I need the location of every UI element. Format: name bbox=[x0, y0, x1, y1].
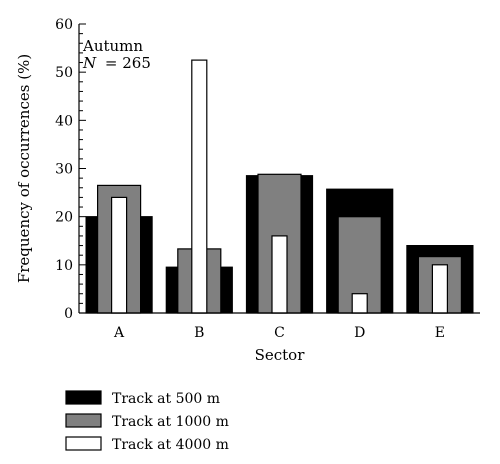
bar-a-series-3 bbox=[110, 196, 128, 314]
legend-swatch-1 bbox=[65, 390, 102, 405]
y-tick-label: 10 bbox=[55, 258, 73, 274]
bar-d-series-3 bbox=[351, 293, 368, 314]
bars-layer bbox=[85, 59, 474, 314]
y-axis-title: Frequency of occurrences (%) bbox=[15, 54, 33, 283]
y-tick-label: 0 bbox=[64, 306, 73, 322]
bar-b-series-3 bbox=[191, 59, 208, 314]
x-tick-label-e: E bbox=[435, 325, 445, 341]
y-tick-label: 30 bbox=[55, 162, 73, 178]
y-axis: 0 10 20 30 40 50 60 bbox=[55, 17, 86, 322]
legend-label-2: Track at 1000 m bbox=[112, 414, 229, 430]
y-tick-label: 20 bbox=[55, 210, 73, 226]
legend: Track at 500 m Track at 1000 m Track at 40… bbox=[65, 390, 229, 453]
legend-label-3: Track at 4000 m bbox=[112, 437, 229, 453]
legend-label-1: Track at 500 m bbox=[112, 391, 220, 407]
x-tick-label-a: A bbox=[113, 325, 125, 341]
y-tick-label: 50 bbox=[55, 65, 73, 81]
x-tick-label-d: D bbox=[354, 325, 365, 341]
sample-size-value: = 265 bbox=[105, 54, 151, 72]
legend-swatch-3 bbox=[65, 436, 102, 451]
season-annotation: Autumn bbox=[82, 37, 143, 55]
x-axis: A B C D E bbox=[79, 312, 480, 341]
x-tick-label-b: B bbox=[194, 325, 204, 341]
sample-size-symbol: N bbox=[82, 54, 97, 72]
y-tick-label: 40 bbox=[55, 113, 73, 129]
y-tick-label: 60 bbox=[55, 17, 73, 33]
x-tick-label-c: C bbox=[274, 325, 285, 341]
bar-e-series-3 bbox=[431, 264, 448, 314]
sample-size-annotation: N = 265 bbox=[82, 54, 151, 72]
x-axis-title: Sector bbox=[255, 346, 306, 364]
bar-c-series-3 bbox=[271, 235, 288, 314]
legend-swatch-2 bbox=[65, 413, 102, 428]
